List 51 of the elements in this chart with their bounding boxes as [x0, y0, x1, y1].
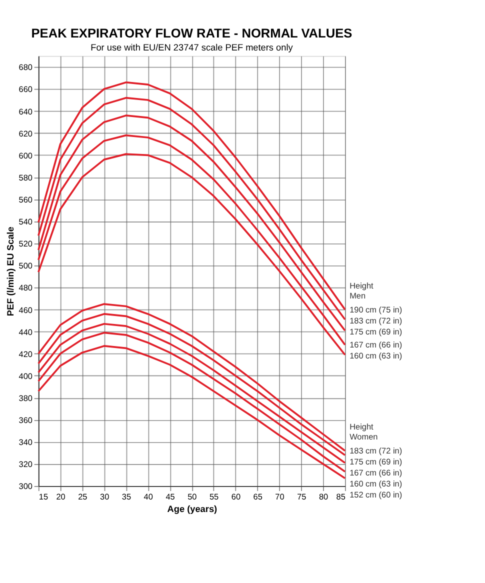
x-tick-label: 55 [209, 492, 220, 502]
x-tick-label: 45 [166, 492, 176, 502]
chart-subtitle: For use with EU/EN 23747 scale PEF meters only [90, 42, 294, 52]
x-tick-label: 15 [38, 492, 48, 502]
y-tick-label: 300 [18, 482, 33, 492]
x-tick-label: 40 [144, 492, 154, 502]
series-label: 167 cm (66 in) [350, 468, 402, 478]
x-tick-label: 35 [122, 492, 132, 502]
x-tick-label: 85 [336, 492, 346, 502]
y-tick-label: 340 [18, 438, 33, 448]
series-label: 190 cm (75 in) [350, 305, 402, 314]
series-label: 160 cm (63 in) [350, 352, 402, 361]
text: Height Men [350, 282, 374, 301]
x-tick-label: 25 [78, 492, 88, 502]
x-tick-label: 75 [297, 492, 307, 502]
series-label: 152 cm (60 in) [350, 490, 402, 500]
y-tick-label: 320 [18, 460, 33, 470]
chart-title: PEAK EXPIRATORY FLOW RATE - NORMAL VALUES [31, 26, 353, 41]
x-tick-label: 50 [188, 492, 198, 502]
x-axis-title: Age (years) [167, 504, 218, 514]
series-label: 183 cm (72 in) [350, 446, 402, 456]
series-label: 183 cm (72 in) [350, 316, 402, 326]
y-axis-title: PEF (l/min) EU Scale [5, 226, 16, 316]
y-tick-label: 440 [18, 328, 33, 337]
series-label: 175 cm (69 in) [350, 457, 402, 466]
y-tick-label: 520 [18, 240, 33, 249]
y-tick-label: 360 [18, 416, 33, 426]
x-tick-label: 70 [275, 492, 285, 502]
y-tick-label: 560 [18, 195, 33, 204]
y-tick-label: 460 [18, 306, 33, 315]
x-tick-label: 65 [253, 492, 263, 502]
x-tick-label: 20 [56, 492, 66, 502]
y-tick-label: 500 [18, 262, 33, 271]
y-tick-label: 660 [18, 85, 33, 94]
x-tick-label: 30 [100, 492, 110, 502]
y-tick-label: 540 [18, 218, 33, 227]
series-label: 167 cm (66 in) [350, 340, 402, 350]
text: Height Women [350, 422, 378, 442]
x-tick-label: 60 [231, 492, 241, 502]
y-tick-label: 400 [18, 372, 33, 381]
series-label: 175 cm (69 in) [350, 327, 402, 336]
y-tick-label: 620 [18, 129, 33, 138]
series-label: 160 cm (63 in) [350, 479, 402, 488]
y-tick-label: 580 [18, 173, 33, 182]
y-tick-label: 680 [18, 63, 33, 72]
y-tick-label: 600 [18, 151, 33, 160]
x-tick-label: 80 [318, 492, 329, 502]
y-tick-label: 640 [18, 107, 33, 116]
y-tick-label: 480 [18, 284, 33, 293]
y-tick-label: 380 [18, 394, 33, 403]
y-tick-label: 420 [18, 350, 33, 359]
